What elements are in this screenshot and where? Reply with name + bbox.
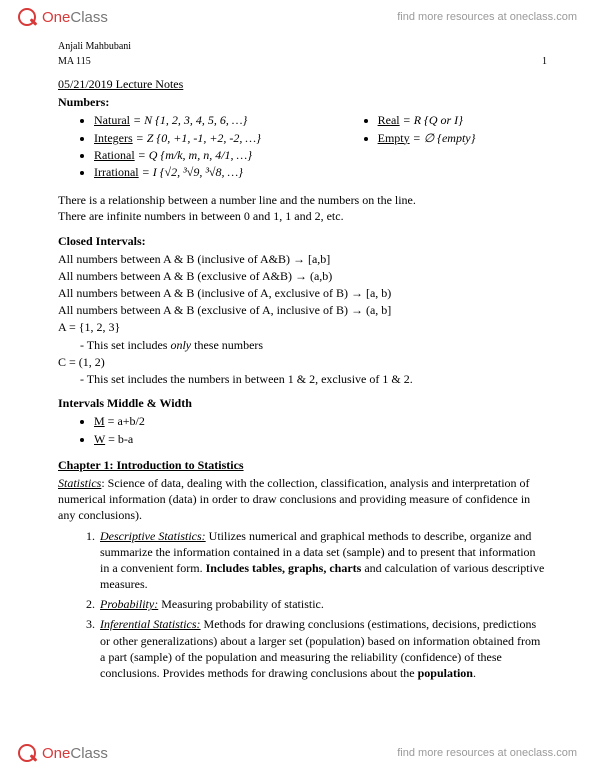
interval-line: All numbers between A & B (inclusive of … bbox=[58, 285, 547, 301]
numbers-right-col: Real = R {Q or I} Empty = ∅ {empty} bbox=[342, 110, 547, 186]
num-rest: = Z {0, +1, -1, +2, -2, …} bbox=[133, 131, 261, 145]
course-code: MA 115 bbox=[58, 55, 91, 69]
relation-line1: There is a relationship between a number… bbox=[58, 192, 547, 208]
set-c-note: - This set includes the numbers in betwe… bbox=[58, 371, 547, 387]
num-rest: = ∅ {empty} bbox=[410, 131, 476, 145]
list-item: Natural = N {1, 2, 3, 4, 5, 6, …} bbox=[94, 112, 342, 128]
note-post: these numbers bbox=[191, 338, 263, 352]
closed-heading: Closed Intervals: bbox=[58, 233, 547, 249]
chapter-list: Descriptive Statistics: Utilizes numeric… bbox=[58, 528, 547, 682]
numbers-columns: Natural = N {1, 2, 3, 4, 5, 6, …} Intege… bbox=[58, 110, 547, 186]
header-link[interactable]: find more resources at oneclass.com bbox=[397, 11, 577, 23]
stats-body: : Science of data, dealing with the coll… bbox=[58, 476, 530, 522]
page-header: OneClass find more resources at oneclass… bbox=[0, 0, 595, 34]
num-rest: = Q {m/k, m, n, 4/1, …} bbox=[135, 148, 252, 162]
item-bold: Includes tables, graphs, charts bbox=[206, 561, 362, 575]
note-text: This set includes the numbers in between… bbox=[87, 372, 413, 386]
item-post: . bbox=[473, 666, 476, 680]
list-item: Empty = ∅ {empty} bbox=[378, 130, 547, 146]
brand-logo-icon bbox=[18, 744, 36, 762]
set-a: A = {1, 2, 3} bbox=[58, 319, 547, 335]
lecture-title: 05/21/2019 Lecture Notes bbox=[58, 76, 547, 92]
list-item: W = b-a bbox=[94, 431, 547, 447]
page-number: 1 bbox=[542, 55, 547, 69]
midwidth-list: M = a+b/2 W = b-a bbox=[58, 413, 547, 446]
num-label: Rational bbox=[94, 148, 135, 162]
item-label: Probability: bbox=[100, 597, 158, 611]
statistics-def: Statistics: Science of data, dealing wit… bbox=[58, 475, 547, 524]
doc-meta-line2: MA 115 1 bbox=[58, 55, 547, 69]
brand-class: Class bbox=[70, 745, 108, 762]
list-item: M = a+b/2 bbox=[94, 413, 547, 429]
chapter-heading: Chapter 1: Introduction to Statistics bbox=[58, 457, 547, 473]
numbers-left-list: Natural = N {1, 2, 3, 4, 5, 6, …} Intege… bbox=[58, 112, 342, 180]
set-a-note: - This set includes only these numbers bbox=[58, 337, 547, 353]
list-item: Inferential Statistics: Methods for draw… bbox=[98, 616, 547, 681]
brand-footer: OneClass bbox=[18, 744, 108, 762]
page-footer: OneClass find more resources at oneclass… bbox=[0, 736, 595, 770]
interval-line: All numbers between A & B (inclusive of … bbox=[58, 251, 547, 267]
list-item: Real = R {Q or I} bbox=[378, 112, 547, 128]
numbers-right-list: Real = R {Q or I} Empty = ∅ {empty} bbox=[342, 112, 547, 145]
document-body: Anjali Mahbubani MA 115 1 05/21/2019 Lec… bbox=[58, 40, 547, 730]
numbers-heading: Numbers: bbox=[58, 94, 547, 110]
num-rest: = I {√2, ³√9, ³√8, …} bbox=[139, 165, 243, 179]
relation-line2: There are infinite numbers in between 0 … bbox=[58, 208, 547, 224]
num-label: Integers bbox=[94, 131, 133, 145]
author-name: Anjali Mahbubani bbox=[58, 40, 131, 54]
interval-line: All numbers between A & B (exclusive of … bbox=[58, 268, 547, 284]
brand-text: OneClass bbox=[42, 745, 108, 762]
note-em: only bbox=[170, 338, 191, 352]
list-item: Irrational = I {√2, ³√9, ³√8, …} bbox=[94, 164, 342, 180]
note-pre: This set includes bbox=[87, 338, 171, 352]
item-pre: Measuring probability of statistic. bbox=[158, 597, 324, 611]
stats-label: Statistics bbox=[58, 476, 101, 490]
list-item: Rational = Q {m/k, m, n, 4/1, …} bbox=[94, 147, 342, 163]
num-label: Natural bbox=[94, 113, 130, 127]
m-rest: = a+b/2 bbox=[105, 414, 145, 428]
doc-meta-line1: Anjali Mahbubani bbox=[58, 40, 547, 54]
num-rest: = R {Q or I} bbox=[400, 113, 463, 127]
brand: OneClass bbox=[18, 8, 108, 26]
num-label: Irrational bbox=[94, 165, 139, 179]
brand-one: One bbox=[42, 745, 70, 762]
item-bold: population bbox=[418, 666, 473, 680]
brand-one: One bbox=[42, 9, 70, 26]
num-rest: = N {1, 2, 3, 4, 5, 6, …} bbox=[130, 113, 247, 127]
numbers-left-col: Natural = N {1, 2, 3, 4, 5, 6, …} Intege… bbox=[58, 110, 342, 186]
set-c: C = (1, 2) bbox=[58, 354, 547, 370]
brand-text: OneClass bbox=[42, 9, 108, 26]
midwidth-heading: Intervals Middle & Width bbox=[58, 395, 547, 411]
item-label: Inferential Statistics: bbox=[100, 617, 201, 631]
footer-link[interactable]: find more resources at oneclass.com bbox=[397, 747, 577, 759]
list-item: Descriptive Statistics: Utilizes numeric… bbox=[98, 528, 547, 593]
m-label: M bbox=[94, 414, 105, 428]
num-label: Empty bbox=[378, 131, 410, 145]
list-item: Integers = Z {0, +1, -1, +2, -2, …} bbox=[94, 130, 342, 146]
num-label: Real bbox=[378, 113, 400, 127]
brand-logo-icon bbox=[18, 8, 36, 26]
relation-para: There is a relationship between a number… bbox=[58, 192, 547, 224]
item-label: Descriptive Statistics: bbox=[100, 529, 206, 543]
w-rest: = b-a bbox=[105, 432, 133, 446]
brand-class: Class bbox=[70, 9, 108, 26]
w-label: W bbox=[94, 432, 105, 446]
list-item: Probability: Measuring probability of st… bbox=[98, 596, 547, 612]
interval-line: All numbers between A & B (exclusive of … bbox=[58, 302, 547, 318]
